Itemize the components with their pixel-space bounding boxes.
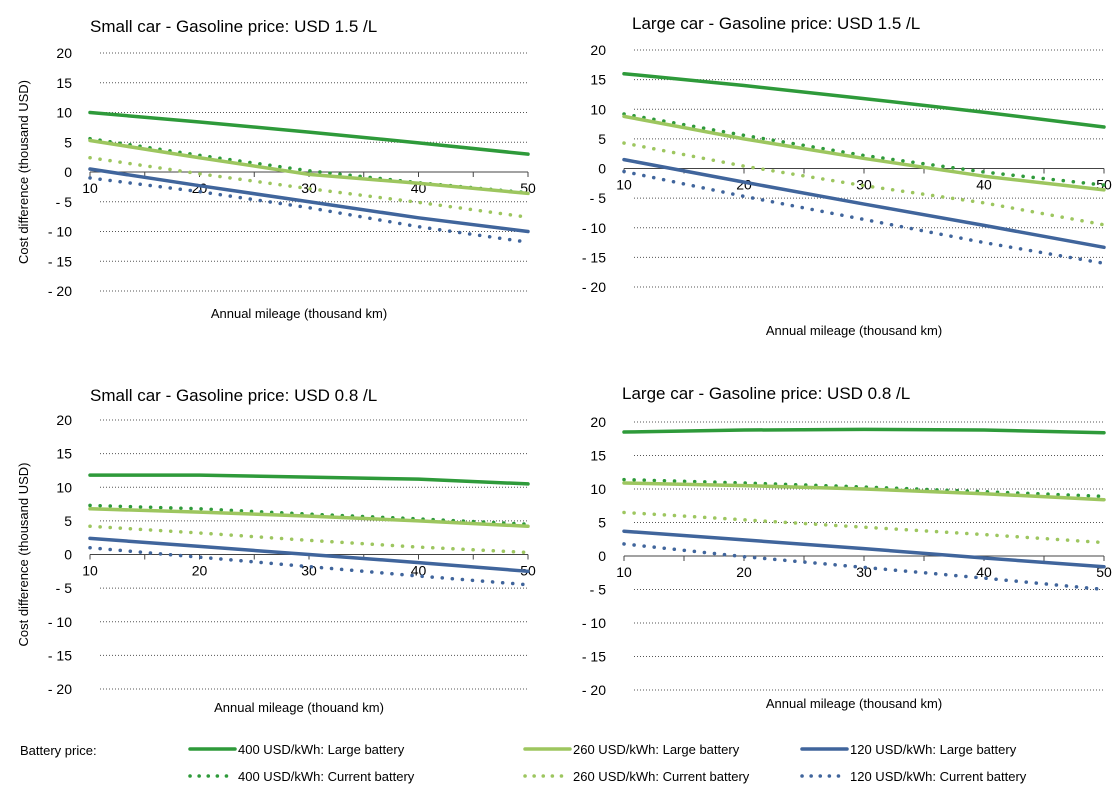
y-tick-label: 5 xyxy=(64,134,72,150)
series-line-1 xyxy=(88,473,530,486)
chart-panel-3: Small car - Gasoline price: USD 0.8 /L 20… xyxy=(16,386,536,715)
x-tick-label: 30 xyxy=(301,563,317,579)
legend-label: 120 USD/kWh: Large battery xyxy=(850,742,1017,757)
series-line-2 xyxy=(88,507,530,529)
y-tick-label: - 10 xyxy=(582,615,606,631)
x-axis-label: Annual mileage (thousand km) xyxy=(766,696,942,711)
legend-label: 260 USD/kWh: Current battery xyxy=(573,769,750,784)
y-tick-label: 15 xyxy=(56,446,72,462)
series-line-2 xyxy=(622,114,1106,192)
series-line-6 xyxy=(622,169,1106,266)
series-line-6 xyxy=(622,542,1106,592)
series-line-2 xyxy=(88,138,530,196)
legend-label: 400 USD/kWh: Large battery xyxy=(238,742,405,757)
legend: Battery price: 400 USD/kWh: Large batter… xyxy=(20,742,1027,784)
series-line-5 xyxy=(622,141,1106,227)
y-tick-label: - 20 xyxy=(582,682,606,698)
y-tick-label: - 10 xyxy=(582,220,606,236)
x-tick-label: 10 xyxy=(616,177,632,193)
x-axis-label: Annual mileage (thouand km) xyxy=(214,700,384,715)
y-tick-label: - 20 xyxy=(48,681,72,697)
x-tick-label: 10 xyxy=(616,564,632,580)
y-tick-label: 10 xyxy=(590,481,606,497)
legend-entry: 400 USD/kWh: Current battery xyxy=(188,769,415,784)
y-tick-label: - 5 xyxy=(56,580,73,596)
x-axis-label: Annual mileage (thousand km) xyxy=(766,323,942,338)
chart-title: Large car - Gasoline price: USD 0.8 /L xyxy=(622,384,910,403)
series-line-4 xyxy=(622,477,1106,499)
x-tick-label: 10 xyxy=(82,180,98,196)
x-tick-label: 20 xyxy=(736,564,752,580)
legend-label: 400 USD/kWh: Current battery xyxy=(238,769,415,784)
y-tick-label: - 15 xyxy=(48,647,72,663)
legend-entry: 400 USD/kWh: Large battery xyxy=(188,742,405,757)
legend-entry: 260 USD/kWh: Large battery xyxy=(523,742,740,757)
x-axis-label: Annual mileage (thousand km) xyxy=(211,306,387,321)
y-tick-label: 20 xyxy=(590,42,606,58)
y-tick-label: 15 xyxy=(56,75,72,91)
legend-label: 120 USD/kWh: Current battery xyxy=(850,769,1027,784)
y-tick-label: 20 xyxy=(56,45,72,61)
y-tick-label: 0 xyxy=(64,164,72,180)
y-tick-label: 0 xyxy=(598,548,606,564)
x-tick-label: 40 xyxy=(976,177,992,193)
series-line-4 xyxy=(88,136,530,195)
y-axis-label: Cost difference (thousand USD) xyxy=(16,80,31,264)
legend-title: Battery price: xyxy=(20,743,97,758)
y-tick-label: 5 xyxy=(598,515,606,531)
series-line-4 xyxy=(622,112,1106,187)
y-tick-label: 10 xyxy=(56,479,72,495)
y-tick-label: 20 xyxy=(590,414,606,430)
y-tick-label: - 5 xyxy=(56,194,73,210)
y-tick-label: - 20 xyxy=(582,279,606,295)
chart-panel-1: Small car - Gasoline price: USD 1.5 /L 20… xyxy=(16,17,536,321)
y-tick-label: 10 xyxy=(56,105,72,121)
series-line-1 xyxy=(622,427,1106,435)
y-tick-label: 15 xyxy=(590,72,606,88)
y-tick-label: - 5 xyxy=(590,582,607,598)
series-line-5 xyxy=(88,155,530,219)
y-tick-label: - 15 xyxy=(48,253,72,269)
y-tick-label: 20 xyxy=(56,412,72,428)
y-tick-label: - 10 xyxy=(48,614,72,630)
x-tick-label: 40 xyxy=(976,564,992,580)
y-tick-label: - 10 xyxy=(48,224,72,240)
chart-panel-2: Large car - Gasoline price: USD 1.5 /L 20… xyxy=(582,14,1112,338)
y-tick-label: - 20 xyxy=(48,283,72,299)
x-tick-label: 40 xyxy=(411,563,427,579)
series-line-2 xyxy=(622,481,1106,502)
series-line-6 xyxy=(88,176,530,244)
series-line-3 xyxy=(622,529,1106,569)
series-line-4 xyxy=(88,503,530,526)
x-tick-label: 10 xyxy=(82,563,98,579)
y-tick-label: 5 xyxy=(64,513,72,529)
x-tick-label: 20 xyxy=(192,563,208,579)
series-line-3 xyxy=(622,157,1106,250)
y-tick-label: 15 xyxy=(590,448,606,464)
chart-title: Large car - Gasoline price: USD 1.5 /L xyxy=(632,14,920,33)
chart-title: Small car - Gasoline price: USD 1.5 /L xyxy=(90,17,377,36)
chart-title: Small car - Gasoline price: USD 0.8 /L xyxy=(90,386,377,405)
series-line-3 xyxy=(88,536,530,574)
series-line-5 xyxy=(622,510,1106,545)
series-line-1 xyxy=(622,71,1106,129)
y-tick-label: 5 xyxy=(598,131,606,147)
x-tick-label: 30 xyxy=(856,564,872,580)
series-line-5 xyxy=(88,524,530,555)
legend-label: 260 USD/kWh: Large battery xyxy=(573,742,740,757)
y-tick-label: 0 xyxy=(598,161,606,177)
y-tick-label: - 15 xyxy=(582,249,606,265)
legend-entry: 120 USD/kWh: Large battery xyxy=(800,742,1017,757)
y-tick-label: - 15 xyxy=(582,649,606,665)
chart-panel-4: Large car - Gasoline price: USD 0.8 /L 20… xyxy=(582,384,1112,711)
y-tick-label: - 5 xyxy=(590,190,607,206)
legend-entry: 120 USD/kWh: Current battery xyxy=(800,769,1027,784)
y-tick-label: 0 xyxy=(64,547,72,563)
legend-entry: 260 USD/kWh: Current battery xyxy=(523,769,750,784)
y-tick-label: 10 xyxy=(590,101,606,117)
series-line-3 xyxy=(88,167,530,234)
y-axis-label: Cost difference (thousand USD) xyxy=(16,462,31,646)
series-line-1 xyxy=(88,110,530,156)
